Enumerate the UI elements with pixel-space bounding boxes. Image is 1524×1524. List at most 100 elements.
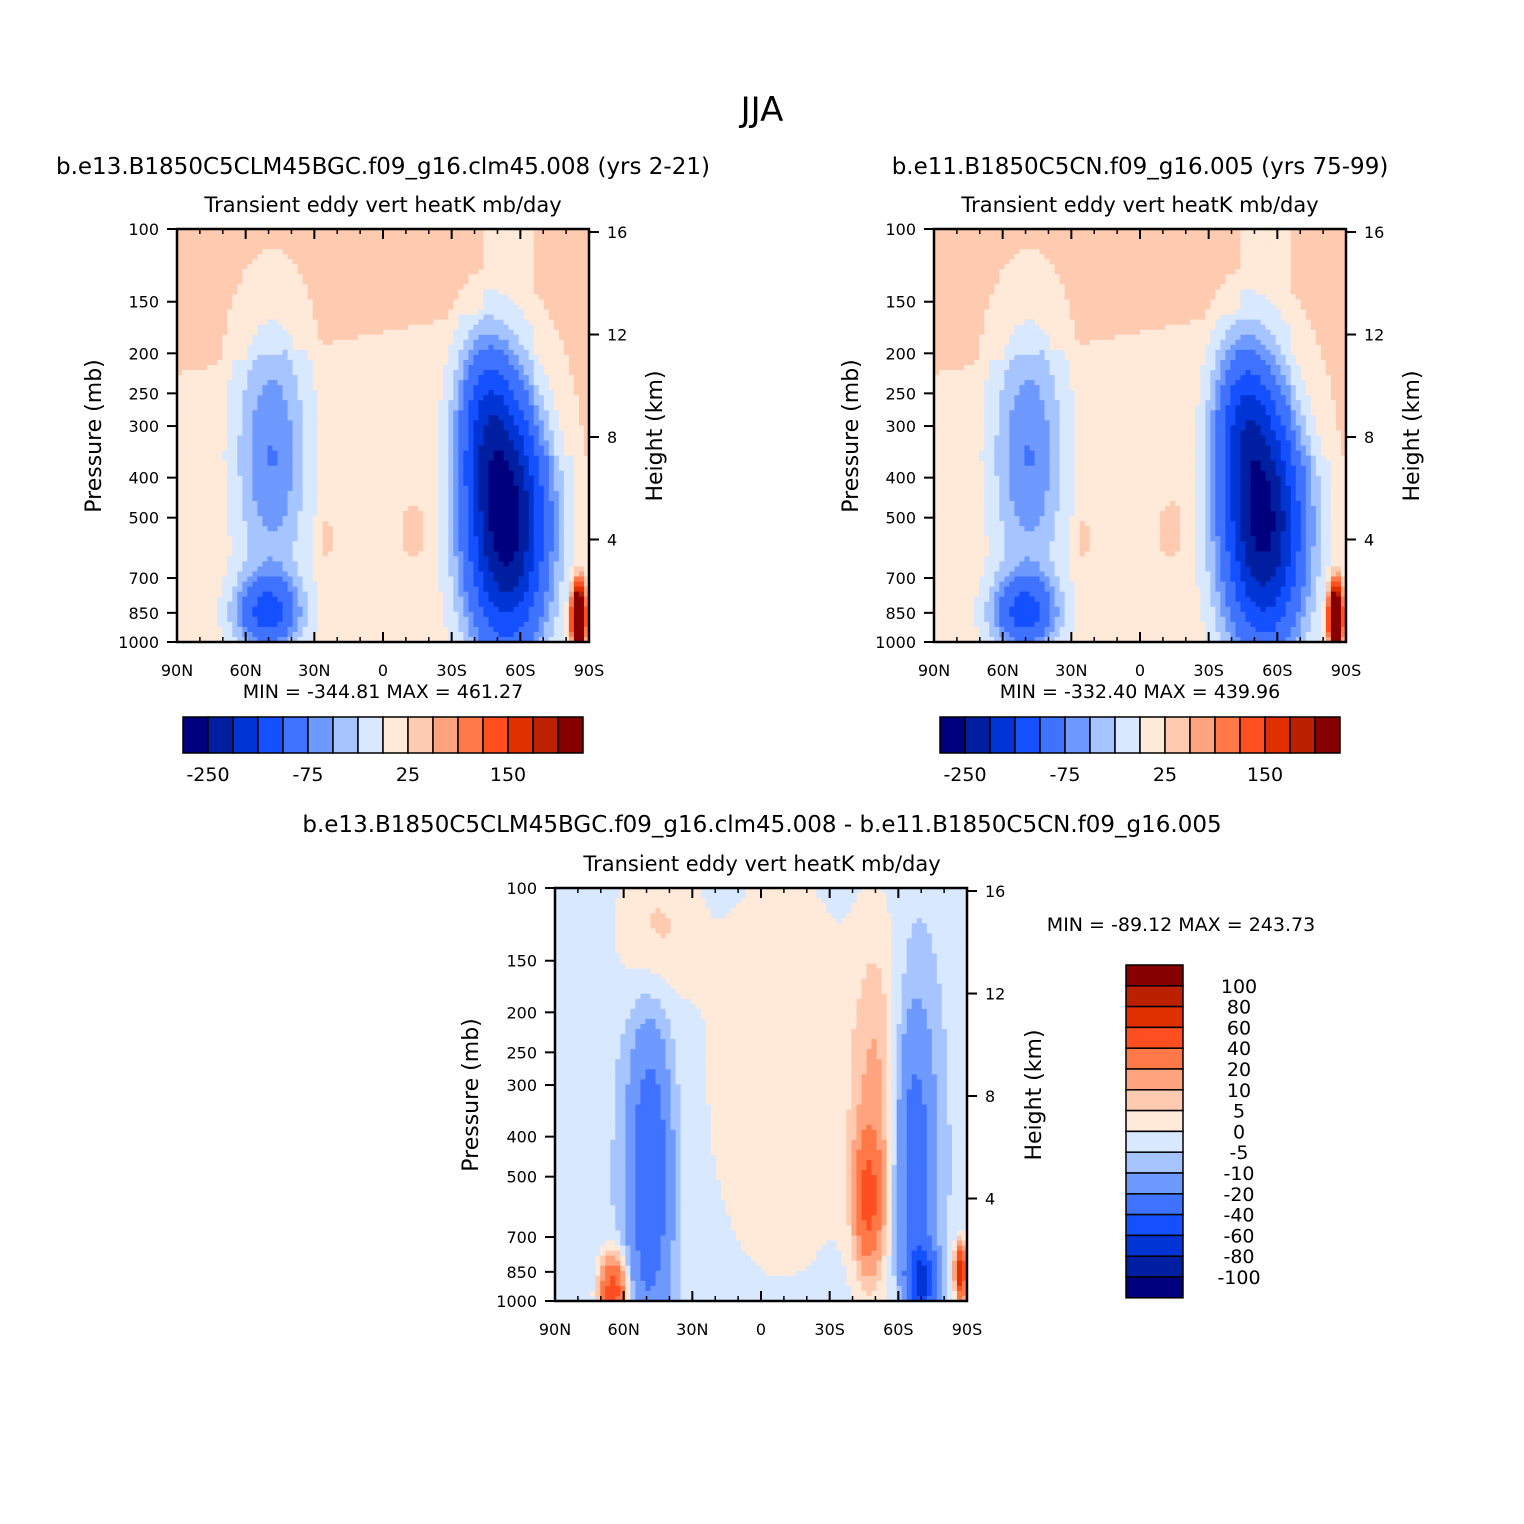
contour-cell: [583, 430, 589, 437]
contour-cell: [428, 405, 434, 411]
contour-cell: [398, 229, 404, 235]
contour-cell: [443, 329, 449, 336]
contour-cell: [242, 495, 248, 502]
contour-cell: [217, 264, 223, 270]
contour-cell: [352, 380, 359, 386]
contour-cell: [503, 526, 510, 532]
contour-cell: [423, 385, 429, 391]
contour-cell: [563, 400, 570, 406]
contour-cell: [327, 339, 334, 346]
contour-cell: [277, 249, 284, 255]
contour-cell: [548, 284, 555, 291]
contour-cell: [543, 279, 550, 286]
contour-cell: [312, 470, 319, 477]
contour-cell: [192, 415, 198, 421]
contour-cell: [262, 490, 269, 497]
contour-cell: [538, 410, 545, 416]
contour-cell: [388, 284, 394, 291]
contour-cell: [197, 511, 203, 517]
contour-cell: [528, 304, 535, 311]
contour-cell: [352, 329, 359, 336]
contour-cell: [177, 450, 183, 457]
contour-cell: [202, 465, 208, 472]
contour-cell: [297, 349, 304, 356]
contour-cell: [287, 526, 294, 532]
contour-cell: [483, 410, 490, 416]
contour-cell: [558, 490, 565, 497]
contour-cell: [252, 516, 258, 522]
contour-cell: [418, 294, 424, 301]
contour-cell: [453, 364, 459, 371]
contour-cell: [528, 425, 535, 432]
contour-cell: [347, 420, 354, 427]
contour-cell: [423, 526, 429, 532]
contour-cell: [377, 511, 384, 517]
contour-cell: [322, 254, 329, 260]
contour-cell: [232, 254, 238, 260]
contour-cell: [297, 364, 304, 371]
contour-cell: [187, 284, 193, 291]
contour-cell: [287, 279, 294, 286]
contour-cell: [453, 319, 459, 326]
contour-cell: [362, 284, 369, 291]
contour-cell: [342, 294, 349, 301]
contour-cell: [513, 370, 520, 376]
contour-cell: [217, 450, 223, 457]
contour-cell: [523, 239, 530, 245]
contour-cell: [578, 385, 585, 391]
contour-cell: [362, 390, 369, 396]
contour-cell: [232, 279, 238, 286]
contour-cell: [553, 500, 560, 507]
contour-cell: [553, 344, 560, 351]
contour-cell: [573, 284, 580, 291]
contour-cell: [182, 354, 188, 361]
contour-cell: [292, 264, 299, 270]
contour-cell: [518, 516, 525, 522]
contour-cell: [267, 480, 274, 487]
contour-cell: [578, 359, 585, 366]
contour-cell: [327, 380, 334, 386]
contour-cell: [212, 324, 218, 331]
contour-cell: [473, 470, 480, 477]
contour-cell: [377, 415, 384, 421]
contour-cell: [257, 395, 264, 401]
contour-cell: [383, 324, 389, 331]
contour-cell: [237, 470, 243, 477]
contour-cell: [403, 364, 409, 371]
contour-cell: [538, 440, 545, 447]
contour-cell: [583, 435, 589, 442]
contour-cell: [453, 395, 459, 401]
contour-cell: [337, 480, 344, 487]
contour-cell: [563, 349, 570, 356]
contour-cell: [242, 309, 248, 316]
contour-cell: [403, 400, 409, 406]
contour-cell: [237, 420, 243, 427]
contour-cell: [533, 229, 540, 235]
contour-cell: [367, 234, 374, 240]
contour-cell: [568, 455, 575, 462]
contour-cell: [428, 380, 434, 386]
contour-cell: [508, 244, 515, 250]
contour-cell: [242, 475, 248, 482]
contour-cell: [242, 294, 248, 301]
contour-cell: [177, 324, 183, 331]
contour-cell: [182, 309, 188, 316]
contour-cell: [272, 370, 279, 376]
contour-cell: [227, 480, 233, 487]
contour-cell: [317, 495, 324, 502]
contour-cell: [518, 375, 525, 381]
contour-cell: [377, 299, 384, 306]
contour-cell: [347, 370, 354, 376]
contour-cell: [272, 495, 279, 502]
contour-cell: [543, 495, 550, 502]
contour-cell: [177, 239, 183, 245]
contour-cell: [413, 294, 419, 301]
contour-cell: [483, 425, 490, 432]
contour-cell: [558, 244, 565, 250]
contour-cell: [538, 455, 545, 462]
contour-cell: [438, 309, 444, 316]
contour-cell: [352, 395, 359, 401]
contour-cell: [543, 264, 550, 270]
contour-cell: [212, 249, 218, 255]
contour-cell: [478, 415, 485, 421]
